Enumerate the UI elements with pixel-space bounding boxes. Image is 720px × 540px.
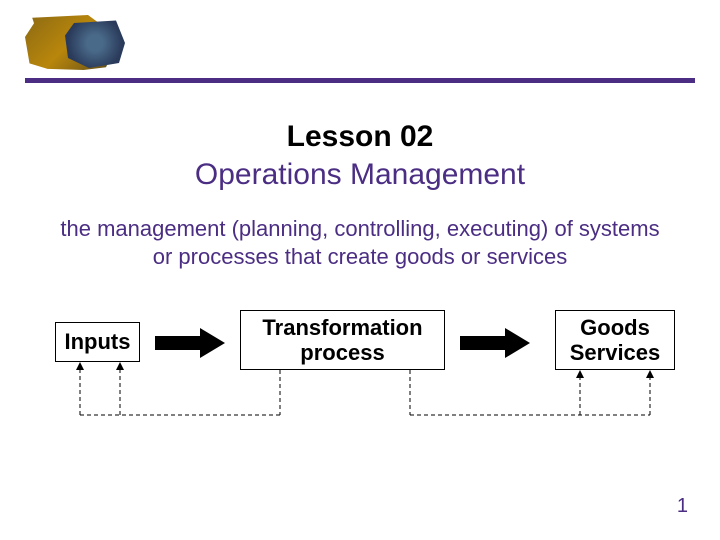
- title-block: Lesson 02 Operations Management: [0, 120, 720, 192]
- slide: Lesson 02 Operations Management the mana…: [0, 0, 720, 540]
- logo: [25, 10, 135, 75]
- feedback-loops: [0, 310, 720, 440]
- lesson-subtitle: Operations Management: [0, 158, 720, 192]
- lesson-label: Lesson 02: [0, 120, 720, 154]
- page-number: 1: [677, 495, 688, 518]
- flow-diagram: Inputs Transformation process Goods Serv…: [0, 310, 720, 440]
- gear-icon: [65, 18, 125, 68]
- description-text: the management (planning, controlling, e…: [60, 215, 660, 270]
- header-divider: [25, 78, 695, 83]
